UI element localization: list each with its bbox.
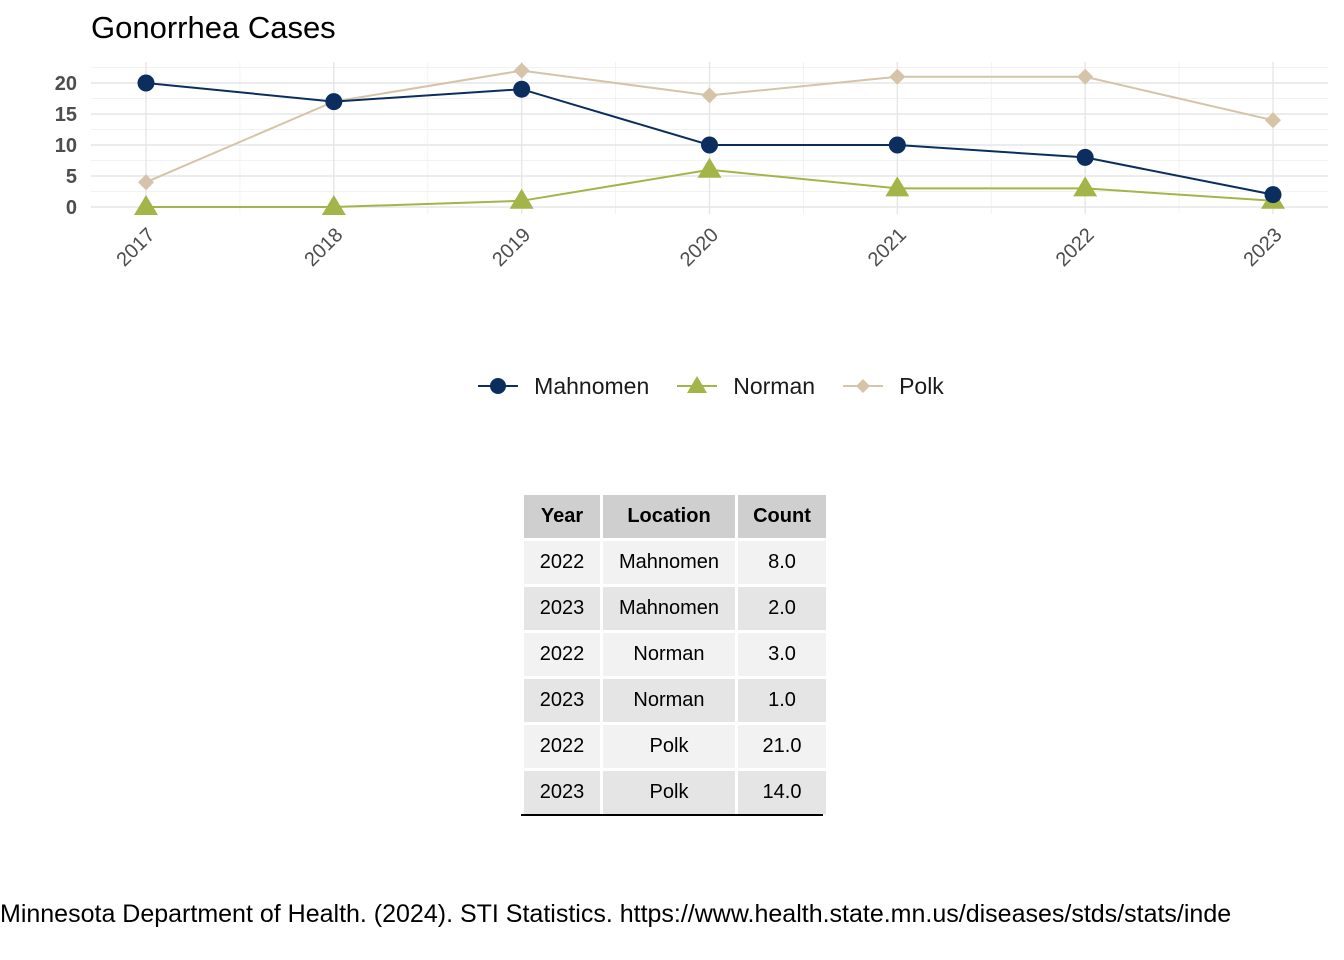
table-row: 2023 Polk 14.0 <box>524 771 826 814</box>
data-point-polk <box>701 87 718 104</box>
table-row: 2022 Mahnomen 8.0 <box>524 541 826 584</box>
cell-count: 1.0 <box>738 679 826 722</box>
legend-label-norman: Norman <box>733 372 816 399</box>
cell-year: 2022 <box>524 633 600 676</box>
summary-table: Year Location Count 2022 Mahnomen 8.0 20… <box>521 492 829 817</box>
legend-key-polk <box>843 379 884 393</box>
cell-location: Norman <box>603 679 735 722</box>
legend-label-polk: Polk <box>899 372 944 399</box>
table-row: 2023 Mahnomen 2.0 <box>524 587 826 630</box>
y-tick-label: 0 <box>66 197 77 219</box>
data-point-polk <box>138 174 154 191</box>
legend-item-mahnomen: Mahnomen <box>478 371 649 401</box>
table-row: 2023 Norman 1.0 <box>524 679 826 722</box>
x-tick-label: 2017 <box>113 224 160 271</box>
legend-item-norman: Norman <box>677 371 815 401</box>
data-point-norman <box>697 157 722 178</box>
cell-location: Polk <box>603 771 735 814</box>
chart-legend: Mahnomen Norman Polk <box>0 366 1344 406</box>
line-chart: 0 5 10 15 20 2017 2018 2019 2020 2021 2022 2023 <box>55 62 1328 271</box>
x-tick-label: 2021 <box>864 224 911 271</box>
legend-label-mahnomen: Mahnomen <box>534 372 650 399</box>
y-tick-label: 5 <box>66 166 77 188</box>
x-tick-label: 2018 <box>300 224 347 271</box>
cell-location: Mahnomen <box>603 541 735 584</box>
table-row: 2022 Polk 21.0 <box>524 725 826 768</box>
data-point-norman <box>134 195 158 215</box>
cell-location: Mahnomen <box>603 587 735 630</box>
x-tick-label: 2020 <box>676 224 723 271</box>
cell-count: 2.0 <box>738 587 826 630</box>
chart-title: Gonorrhea Cases <box>91 10 336 45</box>
cell-year: 2023 <box>524 771 600 814</box>
data-point-norman <box>321 195 346 215</box>
legend-key-mahnomen <box>478 378 519 394</box>
data-point-polk <box>1265 112 1281 129</box>
cell-year: 2022 <box>524 725 600 768</box>
x-tick-label: 2023 <box>1240 224 1287 271</box>
data-point-mahnomen <box>1076 148 1094 166</box>
x-tick-label: 2019 <box>488 224 535 271</box>
cell-count: 14.0 <box>738 771 826 814</box>
cell-count: 8.0 <box>738 541 826 584</box>
table-bottom-rule <box>521 814 823 816</box>
data-point-norman <box>509 188 534 209</box>
x-tick-label: 2022 <box>1052 224 1099 271</box>
cell-year: 2023 <box>524 679 600 722</box>
table-header-row: Year Location Count <box>524 495 826 538</box>
cell-count: 21.0 <box>738 725 826 768</box>
y-tick-label: 20 <box>55 73 77 95</box>
legend-item-polk: Polk <box>843 371 944 401</box>
source-caption: Minnesota Department of Health. (2024). … <box>0 900 1232 928</box>
data-point-mahnomen <box>701 136 718 154</box>
cell-location: Polk <box>603 725 735 768</box>
data-point-mahnomen <box>513 80 531 98</box>
data-point-norman <box>1073 176 1098 197</box>
header-count: Count <box>738 495 826 538</box>
cell-year: 2023 <box>524 587 600 630</box>
data-point-mahnomen <box>888 136 906 154</box>
data-point-mahnomen <box>1264 186 1282 204</box>
y-tick-label: 10 <box>55 135 77 157</box>
legend-key-norman <box>677 376 718 393</box>
cell-year: 2022 <box>524 541 600 584</box>
data-point-mahnomen <box>325 93 343 111</box>
table-row: 2022 Norman 3.0 <box>524 633 826 676</box>
cell-count: 3.0 <box>738 633 826 676</box>
header-year: Year <box>524 495 600 538</box>
data-point-polk <box>889 68 906 85</box>
cell-location: Norman <box>603 633 735 676</box>
data-point-polk <box>1077 68 1094 85</box>
data-point-norman <box>885 176 910 197</box>
header-location: Location <box>603 495 735 538</box>
y-tick-label: 15 <box>55 104 77 126</box>
data-point-mahnomen <box>137 74 155 92</box>
data-point-polk <box>513 62 530 79</box>
